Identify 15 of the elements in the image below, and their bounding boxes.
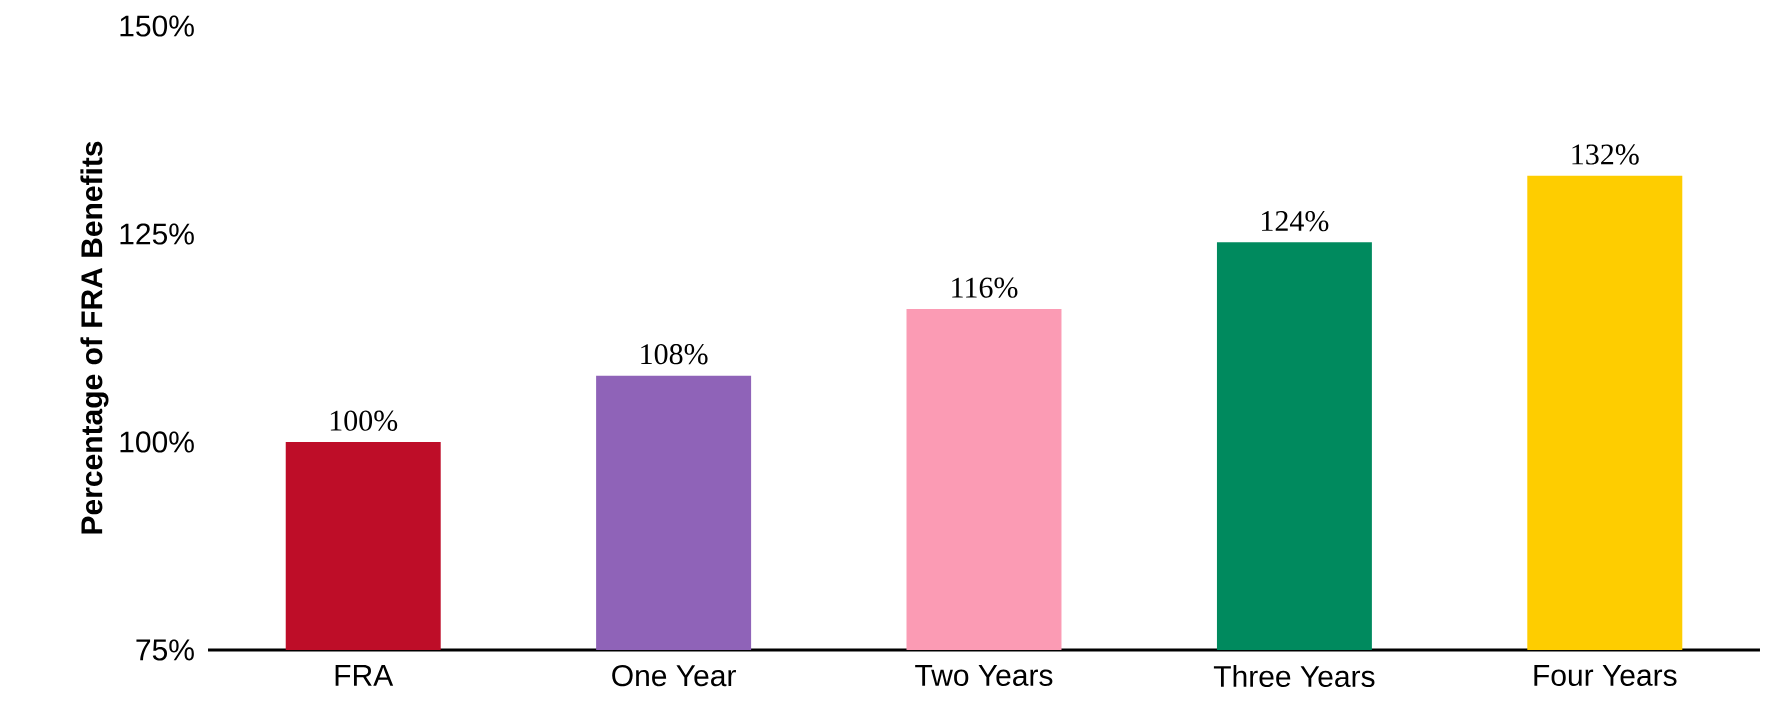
y-axis-title: Percentage of FRA Benefits <box>80 141 109 534</box>
data-label: 132% <box>1572 144 1639 165</box>
data-label: 108% <box>641 344 708 365</box>
x-tick-label: Three Years <box>1213 665 1375 688</box>
x-tick-label: One Year <box>612 665 736 687</box>
y-tick-label: 125% <box>120 223 194 245</box>
y-tick-label: 150% <box>120 15 194 37</box>
y-tick-label: 100% <box>120 431 194 453</box>
data-label: 124% <box>1262 210 1329 232</box>
data-label: 116% <box>952 277 1018 298</box>
x-tick-label: FRA <box>335 665 394 686</box>
y-tick-label: 75% <box>136 639 194 661</box>
data-label: 100% <box>330 410 398 431</box>
x-tick-label: Four Years <box>1534 665 1677 686</box>
x-tick-label: Two Years <box>915 665 1053 686</box>
